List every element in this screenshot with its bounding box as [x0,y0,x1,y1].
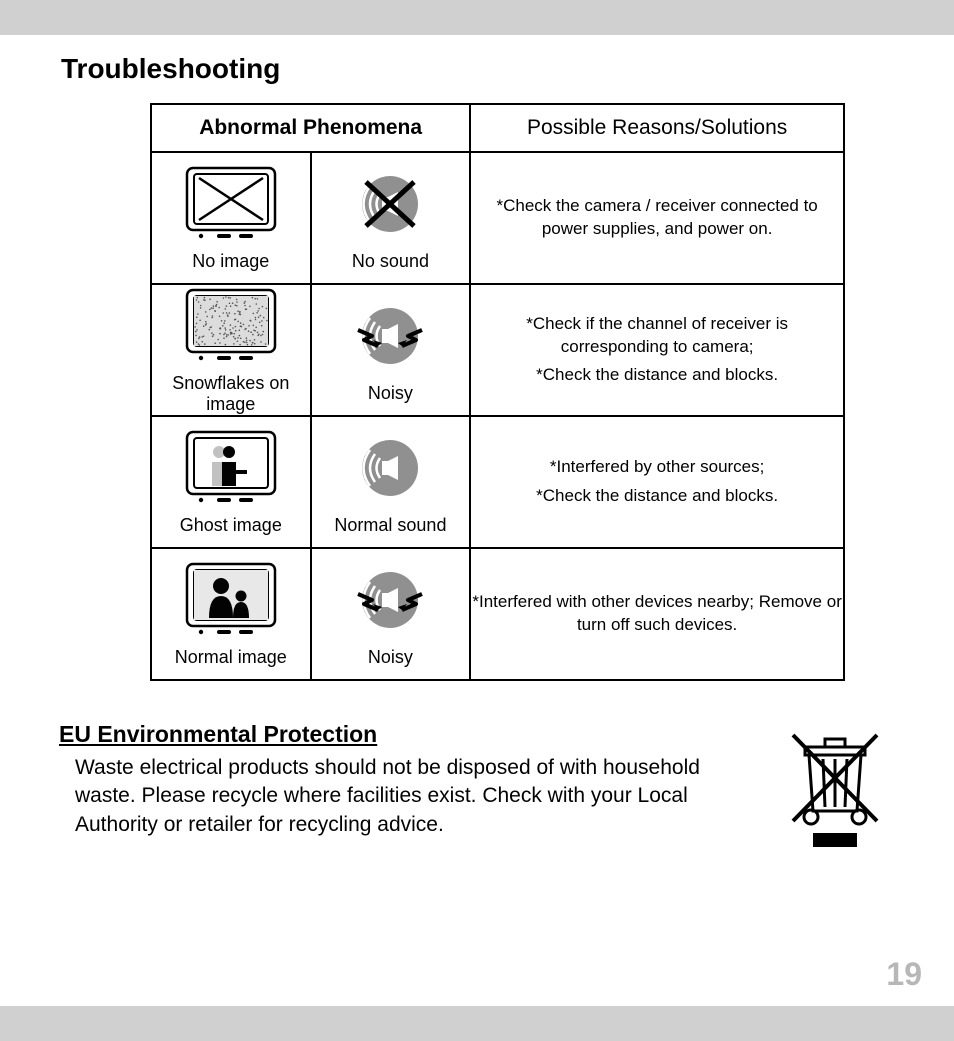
env-text-block: EU Environmental Protection Waste electr… [55,721,761,839]
speaker-x-icon [340,164,440,244]
header-solutions: Possible Reasons/Solutions [470,104,844,152]
solution-line: *Check the camera / receiver connected t… [471,195,843,241]
tv-ghost-icon [181,428,281,508]
sound-symptom-label: Noisy [368,647,413,668]
solution-cell: *Interfered with other devices nearby; R… [470,548,844,680]
image-symptom-cell: Ghost image [151,416,311,548]
weee-icon [779,721,899,856]
speaker-noisy-icon [340,560,440,640]
section-title: Troubleshooting [61,53,899,85]
image-symptom-label: Normal image [175,647,287,668]
env-body: Waste electrical products should not be … [75,754,755,839]
sound-symptom-label: Noisy [368,383,413,404]
top-margin-bar [0,0,954,35]
solution-cell: *Check the camera / receiver connected t… [470,152,844,284]
troubleshooting-table: Abnormal Phenomena Possible Reasons/Solu… [150,103,845,681]
image-symptom-cell: Snowflakes on image [151,284,311,416]
sound-symptom-label: No sound [352,251,429,272]
image-symptom-cell: Normal image [151,548,311,680]
sound-symptom-cell: Noisy [311,284,471,416]
tv-x-icon [181,164,281,244]
solution-line: *Interfered with other devices nearby; R… [471,591,843,637]
solution-line: *Interfered by other sources; [471,456,843,479]
tv-snow-icon [181,286,281,366]
speaker-noisy-icon [340,296,440,376]
solution-line: *Check if the channel of receiver is cor… [471,313,843,359]
image-symptom-label: No image [192,251,269,272]
sound-symptom-cell: Normal sound [311,416,471,548]
page-number: 19 [886,956,922,993]
page-content: Troubleshooting Abnormal Phenomena Possi… [0,35,954,896]
speaker-normal-icon [340,428,440,508]
table-row: Normal image Noisy *Interfered with othe… [151,548,844,680]
table-row: No image No sound *Check the camera / re… [151,152,844,284]
table-row: Ghost image Normal sound *Interfered by … [151,416,844,548]
env-title: EU Environmental Protection [59,721,761,748]
image-symptom-label: Ghost image [180,515,282,536]
image-symptom-label: Snowflakes on image [152,373,310,415]
sound-symptom-cell: Noisy [311,548,471,680]
solution-line: *Check the distance and blocks. [471,485,843,508]
table-header-row: Abnormal Phenomena Possible Reasons/Solu… [151,104,844,152]
sound-symptom-cell: No sound [311,152,471,284]
tv-normal-icon [181,560,281,640]
solution-line: *Check the distance and blocks. [471,364,843,387]
solution-cell: *Check if the channel of receiver is cor… [470,284,844,416]
image-symptom-cell: No image [151,152,311,284]
environmental-section: EU Environmental Protection Waste electr… [55,721,899,856]
table-row: Snowflakes on image Noisy *Check if the … [151,284,844,416]
sound-symptom-label: Normal sound [334,515,446,536]
manual-page: Troubleshooting Abnormal Phenomena Possi… [0,0,954,1041]
solution-cell: *Interfered by other sources; *Check the … [470,416,844,548]
bottom-margin-bar [0,1006,954,1041]
header-abnormal: Abnormal Phenomena [151,104,470,152]
